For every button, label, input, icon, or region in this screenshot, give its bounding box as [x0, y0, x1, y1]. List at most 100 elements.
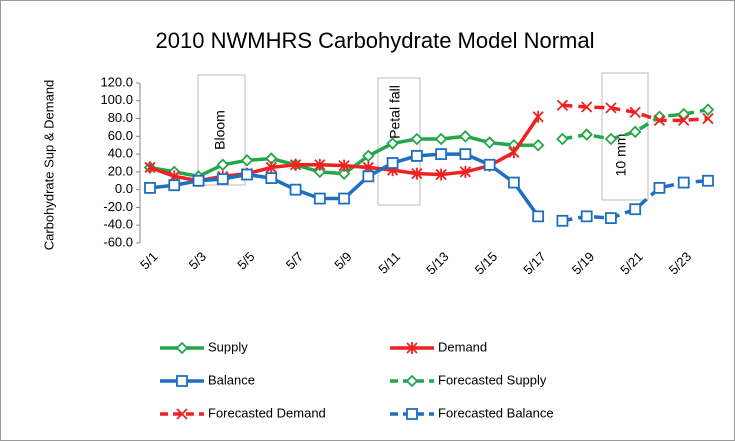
marker-shape: [605, 102, 617, 114]
marker-shape: [265, 172, 278, 185]
marker-shape: [168, 179, 181, 192]
marker-shape: [677, 176, 690, 189]
legend-label: Demand: [438, 339, 487, 354]
marker-shape: [653, 114, 666, 126]
marker: [483, 158, 496, 171]
marker: [362, 149, 375, 163]
marker: [386, 137, 399, 150]
marker-shape: [701, 103, 715, 116]
marker: [313, 165, 327, 179]
legend-item: Balance: [160, 372, 255, 387]
marker-shape: [192, 174, 205, 187]
marker-shape: [240, 154, 254, 167]
marker: [605, 212, 617, 225]
marker-shape: [604, 132, 618, 146]
marker: [144, 181, 156, 194]
marker-shape: [629, 106, 641, 118]
marker: [265, 172, 278, 185]
y-tick-label: 80.0: [108, 110, 133, 125]
y-tick-label: 120.0: [100, 74, 133, 89]
marker-shape: [176, 375, 188, 387]
marker: [435, 148, 448, 161]
marker: [507, 176, 520, 189]
marker-shape: [581, 101, 593, 113]
marker: [532, 210, 545, 223]
marker: [677, 176, 690, 189]
marker-shape: [144, 181, 156, 194]
marker: [580, 210, 593, 223]
marker-shape: [405, 374, 419, 388]
marker: [338, 192, 350, 205]
marker: [508, 146, 520, 159]
legend-label: Forecasted Supply: [438, 372, 547, 387]
marker-shape: [483, 136, 496, 149]
marker: [314, 158, 326, 171]
marker-shape: [410, 132, 424, 146]
marker-shape: [459, 148, 472, 161]
legend-item: Forecasted Supply: [390, 372, 547, 387]
marker: [531, 138, 545, 152]
marker-shape: [702, 112, 714, 125]
marker: [459, 148, 472, 161]
marker-shape: [216, 158, 230, 172]
y-tick-label: 0.0: [115, 181, 133, 196]
marker: [629, 106, 641, 118]
marker: [386, 157, 399, 169]
marker: [289, 158, 302, 171]
marker-shape: [702, 174, 714, 187]
marker-shape: [176, 408, 188, 420]
marker-shape: [435, 148, 448, 161]
marker-shape: [410, 149, 423, 162]
marker: [629, 203, 642, 216]
marker-shape: [532, 210, 545, 223]
marker: [192, 174, 205, 187]
legend-label: Forecasted Demand: [208, 405, 326, 420]
annotation: Petal fall: [387, 85, 403, 139]
marker-shape: [556, 99, 569, 111]
marker-shape: [362, 170, 375, 183]
marker: [406, 342, 418, 354]
marker-shape: [605, 212, 617, 225]
marker-shape: [362, 149, 375, 163]
y-tick-label: 40.0: [108, 146, 133, 161]
marker: [289, 183, 302, 196]
marker: [678, 114, 690, 126]
marker: [459, 130, 472, 143]
marker: [405, 374, 419, 388]
marker: [702, 174, 714, 187]
legend-label: Forecasted Balance: [438, 405, 554, 420]
marker: [175, 341, 189, 355]
y-tick-label: 60.0: [108, 128, 133, 143]
y-tick-label: -60.0: [103, 234, 133, 249]
marker-shape: [678, 114, 690, 126]
marker-shape: [289, 183, 302, 196]
y-tick-label: -40.0: [103, 217, 133, 232]
marker: [338, 159, 350, 172]
marker-shape: [580, 128, 593, 141]
marker-shape: [556, 132, 569, 146]
marker-shape: [216, 173, 229, 185]
marker: [556, 99, 569, 111]
marker: [653, 114, 666, 126]
marker-shape: [338, 192, 350, 205]
legend-item: Forecasted Demand: [160, 405, 326, 420]
marker-shape: [580, 210, 593, 223]
y-tick-label: 100.0: [100, 92, 133, 107]
marker: [176, 375, 188, 387]
marker-shape: [313, 165, 327, 179]
marker: [410, 132, 424, 146]
marker-shape: [531, 138, 545, 152]
chart-title: 2010 NWMHRS Carbohydrate Model Normal: [156, 28, 595, 53]
marker: [556, 132, 569, 146]
marker: [556, 214, 569, 227]
legend-item: Forecasted Balance: [390, 405, 554, 420]
marker-shape: [653, 181, 666, 194]
y-axis-label: Carbohydrate Sup & Demand: [41, 80, 56, 251]
legend-item: Demand: [390, 339, 487, 354]
y-tick-label: -20.0: [103, 199, 133, 214]
y-tick-label: 20.0: [108, 163, 133, 178]
marker: [216, 158, 230, 172]
marker-shape: [406, 408, 418, 420]
marker: [653, 181, 666, 194]
